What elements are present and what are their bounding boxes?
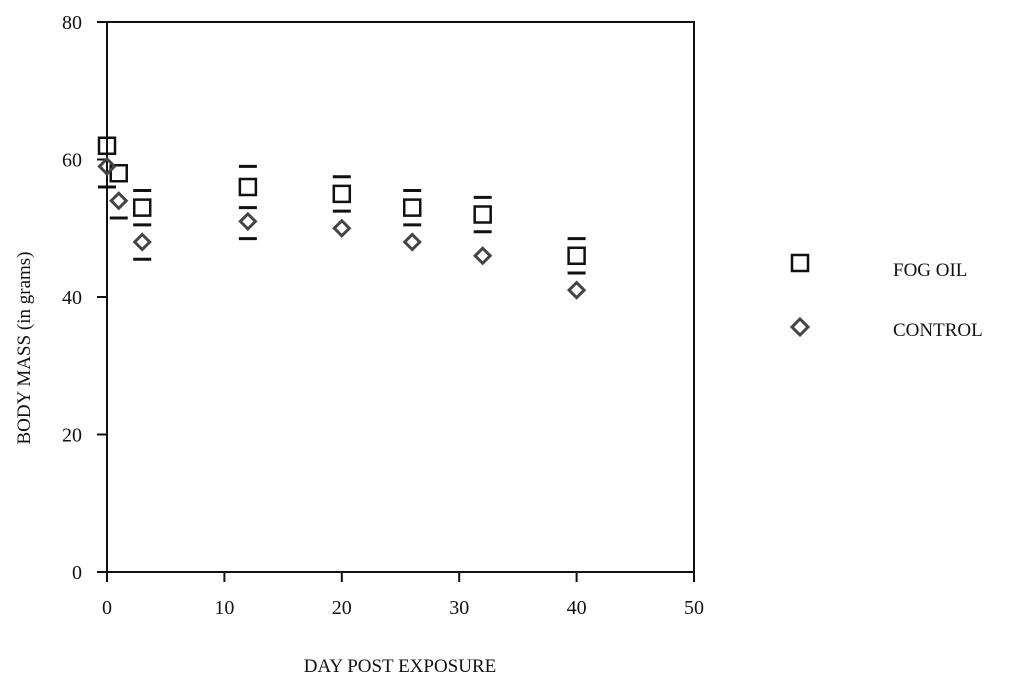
point-control-4 <box>332 218 352 238</box>
y-tick-label-20: 20 <box>62 425 82 447</box>
point-control-6 <box>473 246 493 266</box>
x-tick-label-0: 0 <box>102 597 112 619</box>
point-fog-oil-2 <box>132 198 152 217</box>
legend-label-control: CONTROL <box>893 320 983 341</box>
point-control-7 <box>566 280 587 300</box>
x-tick-label-20: 20 <box>332 597 352 619</box>
legend-marker-fog-oil <box>790 253 810 273</box>
point-control-0 <box>97 156 117 176</box>
point-control-1 <box>109 191 129 211</box>
point-control-3 <box>238 211 258 231</box>
point-fog-oil-4 <box>332 184 352 204</box>
point-control-2 <box>132 232 152 252</box>
point-fog-oil-0 <box>97 136 117 155</box>
y-tick-label-40: 40 <box>62 287 82 309</box>
legend: FOG OIL CONTROL <box>789 253 983 341</box>
legend-label-fog-oil: FOG OIL <box>893 260 967 281</box>
point-fog-oil-7 <box>567 246 586 265</box>
y-tick-label-0: 0 <box>72 562 82 584</box>
point-fog-oil-3 <box>238 177 258 197</box>
data-points <box>97 136 587 300</box>
legend-marker-control <box>789 316 811 338</box>
point-fog-oil-6 <box>473 205 492 224</box>
x-tick-label-50: 50 <box>684 597 704 619</box>
y-tick-label-60: 60 <box>62 150 82 172</box>
y-axis-title: BODY MASS (in grams) <box>14 252 35 445</box>
x-axis-ticks: 0 10 20 30 40 50 <box>102 572 704 619</box>
x-tick-label-40: 40 <box>567 597 587 619</box>
point-control-5 <box>402 232 422 252</box>
x-tick-label-30: 30 <box>449 597 469 619</box>
y-tick-label-80: 80 <box>62 12 82 34</box>
x-axis-title: DAY POST EXPOSURE <box>304 656 497 677</box>
point-fog-oil-5 <box>402 198 422 217</box>
x-tick-label-10: 10 <box>214 597 234 619</box>
y-axis-ticks: 0 20 40 60 80 <box>62 12 107 584</box>
plot-frame <box>106 21 695 573</box>
error-bars <box>98 164 586 275</box>
point-fog-oil-1 <box>109 164 128 183</box>
